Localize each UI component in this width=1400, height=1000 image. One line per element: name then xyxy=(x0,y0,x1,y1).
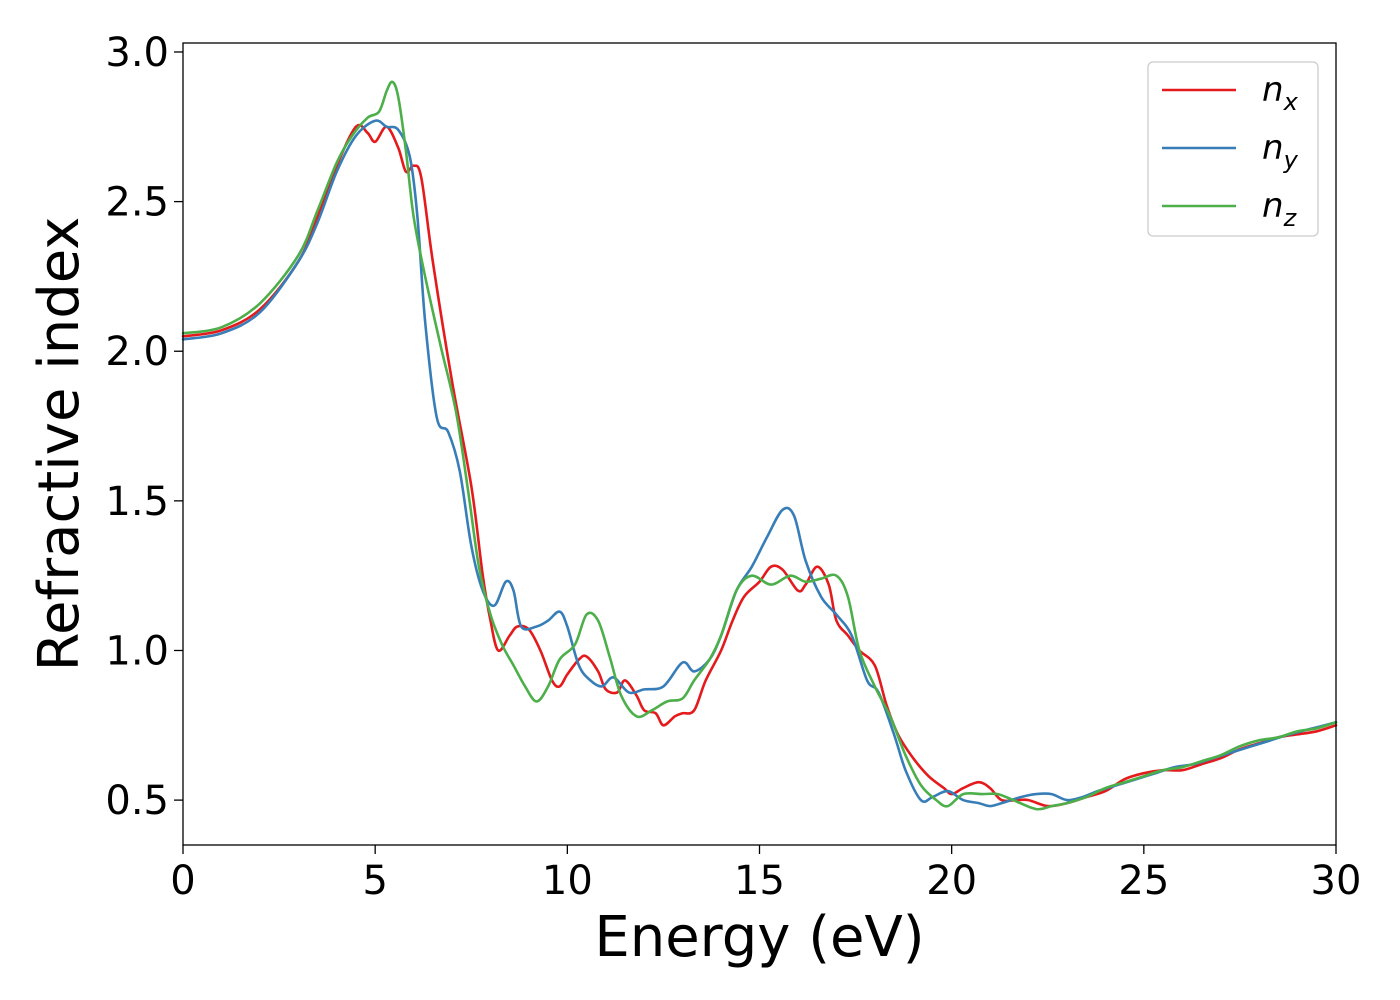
legend-label-base: n xyxy=(1262,186,1284,226)
legend-label-subscript: x xyxy=(1283,88,1299,116)
y-tick-label: 2.5 xyxy=(105,180,169,226)
y-tick-label: 2.0 xyxy=(105,329,169,375)
y-tick-label: 3.0 xyxy=(105,30,169,76)
legend-label-base: n xyxy=(1262,128,1284,168)
x-axis-label: Energy (eV) xyxy=(594,905,924,970)
x-tick-label: 15 xyxy=(734,858,785,904)
plot-background xyxy=(183,43,1336,845)
y-tick-label: 1.0 xyxy=(105,628,169,674)
y-axis-label: Refractive index xyxy=(27,217,92,672)
x-tick-label: 0 xyxy=(170,858,195,904)
x-tick-label: 25 xyxy=(1118,858,1169,904)
x-tick-label: 10 xyxy=(542,858,593,904)
y-tick-label: 0.5 xyxy=(105,778,169,824)
x-tick-label: 5 xyxy=(362,858,387,904)
x-tick-label: 20 xyxy=(926,858,977,904)
series-line-nz xyxy=(181,80,1338,811)
y-tick-label: 1.5 xyxy=(105,479,169,525)
legend-label-subscript: z xyxy=(1283,204,1298,232)
x-axis: 0 5 10 15 20 25 30 xyxy=(170,845,1361,904)
legend-label-nx: nx xyxy=(1262,70,1299,116)
legend-label-subscript: y xyxy=(1283,146,1299,174)
y-axis: 0.5 1.0 1.5 2.0 2.5 3.0 xyxy=(105,30,183,824)
legend-label-ny: ny xyxy=(1262,128,1299,174)
legend-label-base: n xyxy=(1262,70,1284,110)
series-layer xyxy=(181,80,1338,811)
x-tick-label: 30 xyxy=(1311,858,1362,904)
legend-label-nz: nz xyxy=(1262,186,1298,232)
